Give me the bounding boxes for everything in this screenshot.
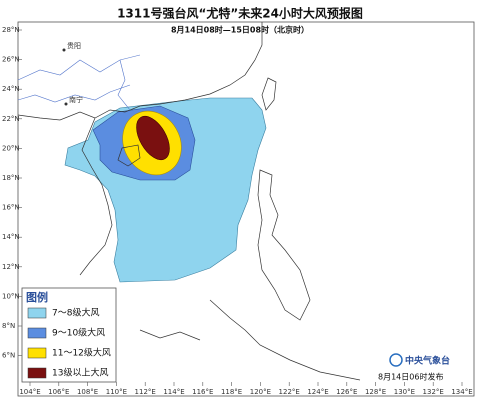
legend-swatch [27,307,47,319]
lon-label: 106°E [48,388,69,396]
lon-label: 120°E [250,388,271,396]
lon-label: 128°E [365,388,386,396]
legend-swatch [27,367,47,379]
lon-label: 108°E [77,388,98,396]
boundaries [17,54,141,111]
legend-label: 9～10级大风 [52,327,105,339]
legend-title: 图例 [26,290,48,304]
city-dot [62,48,66,52]
legend: 图例 7～8级大风 9～10级大风 11～12级大风 13级以上大风 [21,287,117,383]
agency-logo [389,353,403,367]
lon-label: 118°E [221,388,242,396]
lat-label: 26°N [2,56,20,64]
legend-label: 7～8级大风 [52,307,99,319]
lon-label: 126°E [336,388,357,396]
lon-label: 124°E [307,388,328,396]
lat-label: 10°N [2,292,20,300]
map-title: 1311号强台风“尤特”未来24小时大风预报图 [117,6,363,21]
legend-swatch [27,327,47,339]
lat-label: 20°N [2,144,20,152]
lat-label: 14°N [2,233,20,241]
lon-label: 130°E [394,388,415,396]
city-label: 贵阳 [67,41,81,50]
lat-label: 22°N [2,115,20,123]
city-dot [64,102,68,106]
graticule-labels: 28°N 26°N 24°N 22°N 20°N 18°N 16°N 14°N 12°N 10°N… [2,26,473,396]
legend-swatch [27,347,47,359]
wind-zones [64,97,267,283]
agency-name: 中央气象台 [405,355,450,367]
lat-label: 12°N [2,263,20,271]
lon-label: 134°E [451,388,472,396]
lat-label: 6°N [2,352,15,360]
lon-label: 116°E [192,388,213,396]
lat-label: 16°N [2,204,20,212]
city-label: 南宁 [69,95,83,104]
legend-label: 13级以上大风 [52,367,108,379]
map-frame [17,21,475,397]
lon-label: 112°E [135,388,156,396]
lon-label: 132°E [423,388,444,396]
coastlines [17,22,361,381]
lon-label: 114°E [163,388,184,396]
legend-label: 11～12级大风 [52,347,111,359]
issue-time: 8月14日06时发布 [378,372,443,382]
lat-label: 8°N [2,322,15,330]
lat-label: 18°N [2,174,20,182]
lat-label: 28°N [2,26,20,34]
map-subtitle: 8月14日08时—15日08时（北京时） [171,25,309,35]
zone-13-plus [136,115,170,161]
lon-label: 110°E [106,388,127,396]
lon-label: 122°E [279,388,300,396]
lon-label: 104°E [19,388,40,396]
lat-label: 24°N [2,85,20,93]
